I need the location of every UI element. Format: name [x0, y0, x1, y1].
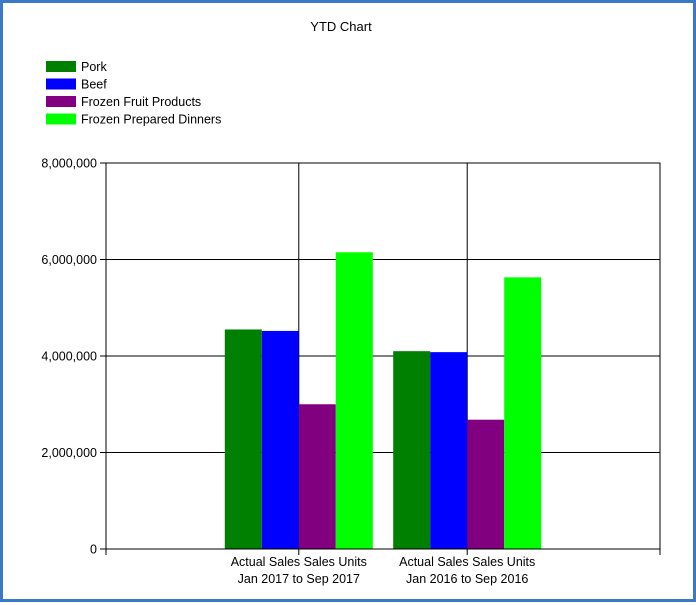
x-tick-label-1-line-1: Actual Sales Sales Units [231, 555, 367, 569]
y-tick-label-1: 0 [90, 543, 97, 557]
chart-legend: Pork Beef Frozen Fruit Products Frozen Prep… [46, 60, 221, 127]
bar-3-category-1 [298, 404, 336, 549]
bar-4-category-2 [504, 277, 542, 549]
legend-swatch-2 [46, 78, 76, 90]
x-tick-label-2-line-2: Jan 2016 to Sep 2016 [406, 572, 528, 586]
bar-2-category-2 [430, 352, 468, 549]
y-tick-label-2: 2,000,000 [41, 446, 97, 460]
bar-4-category-1 [335, 252, 373, 549]
bar-1-category-2 [393, 351, 431, 549]
legend-label-4: Frozen Prepared Dinners [81, 113, 221, 127]
legend-swatch-1 [46, 61, 76, 72]
y-tick-label-3: 4,000,000 [41, 350, 97, 364]
plot-area: 0 2,000,000 4,000,000 6,000,000 8,000,000 Act… [41, 157, 661, 586]
y-tick-label-5: 8,000,000 [41, 157, 97, 171]
ytd-chart: YTD Chart Pork Beef Frozen Fruit Products F… [41, 19, 661, 586]
legend-label-1: Pork [81, 60, 107, 74]
x-tick-label-2-line-1: Actual Sales Sales Units [399, 555, 535, 569]
legend-swatch-3 [46, 96, 76, 107]
x-tick-label-1-line-2: Jan 2017 to Sep 2017 [238, 572, 360, 586]
legend-label-2: Beef [81, 78, 107, 92]
legend-swatch-4 [46, 113, 76, 125]
chart-title: YTD Chart [310, 19, 372, 34]
bar-1-category-1 [224, 329, 262, 549]
bar-2-category-1 [261, 330, 299, 549]
legend-label-3: Frozen Fruit Products [81, 95, 201, 109]
y-tick-label-4: 6,000,000 [41, 253, 97, 267]
bar-3-category-2 [467, 419, 505, 549]
